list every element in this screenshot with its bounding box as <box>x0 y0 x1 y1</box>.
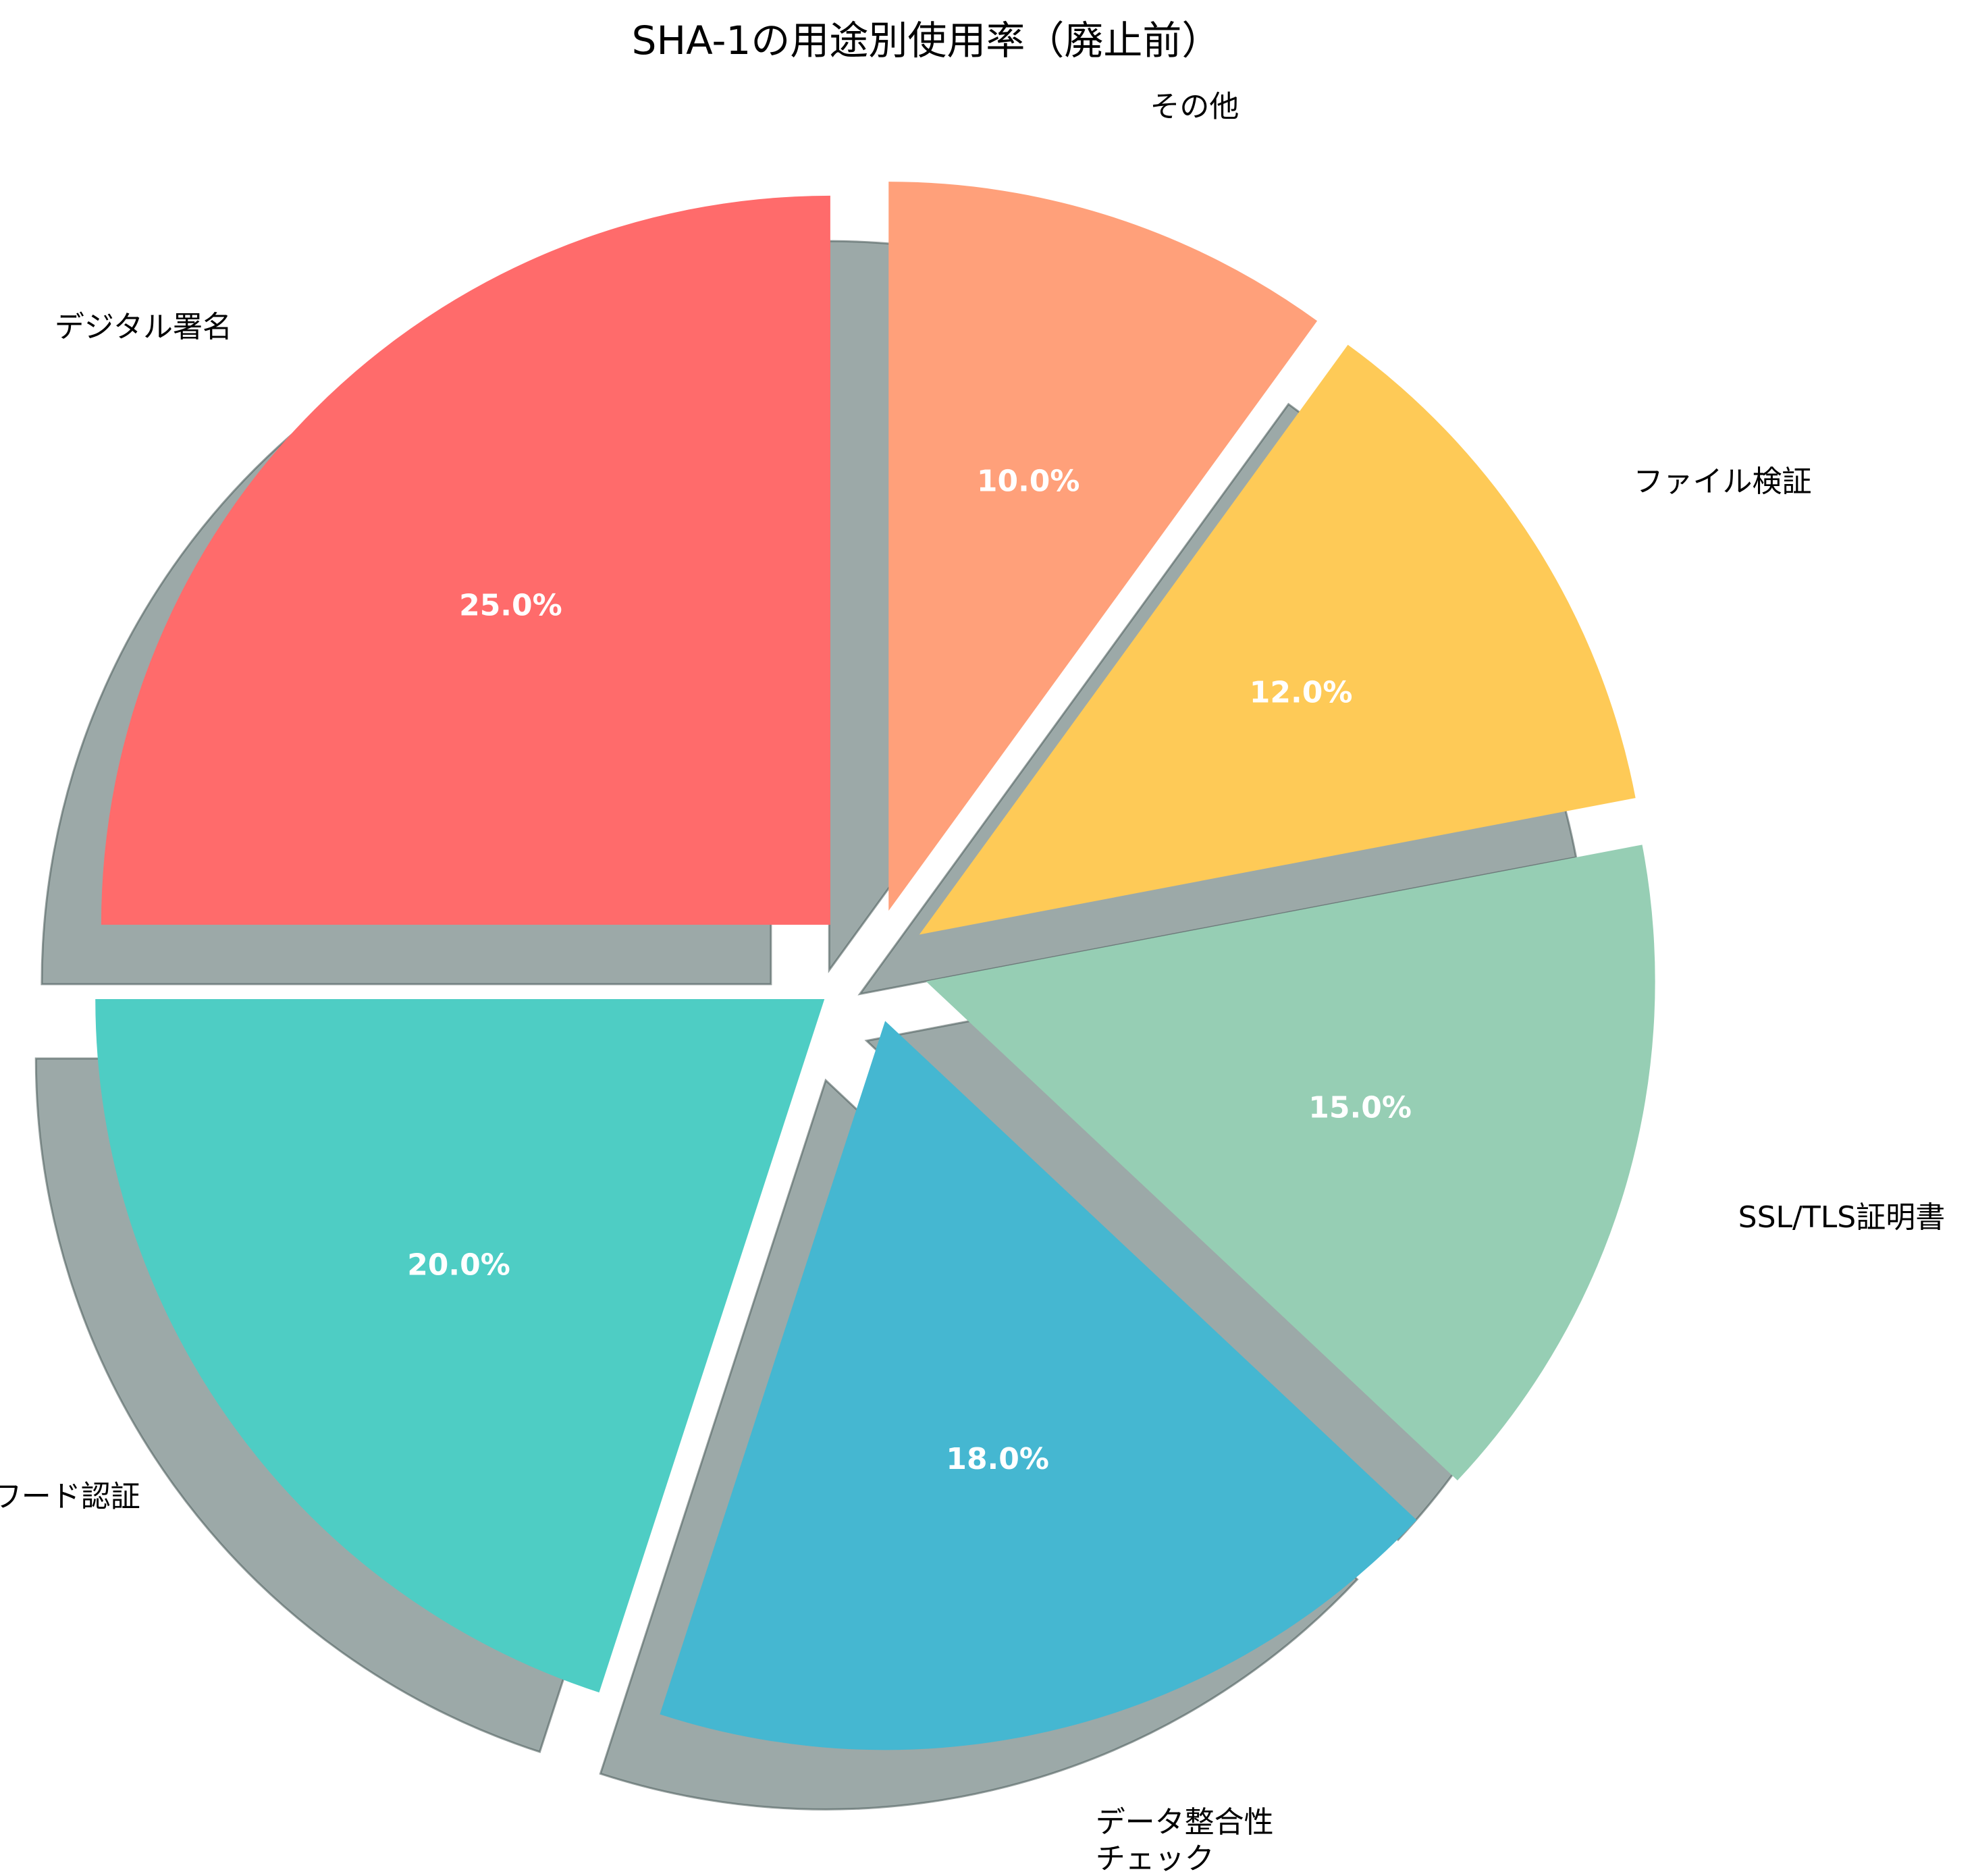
chart-title: SHA-1の用途別使用率（廃止前） <box>632 18 1221 63</box>
pie-slice <box>660 1021 1417 1750</box>
pie-slice <box>888 182 1318 911</box>
pie-slice <box>926 845 1655 1481</box>
percentage-label: 20.0% <box>407 1248 510 1283</box>
percentage-label: 10.0% <box>977 464 1080 498</box>
category-label: ファイル検証 <box>1634 464 1812 499</box>
category-labels: デジタル署名パスワード認証データ整合性チェック SSL/TLS証明書 ファイル検証 そ… <box>0 90 1945 1876</box>
percentage-labels: 25.0% 20.0% 18.0% 15.0% 12.0% 10.0% <box>407 464 1412 1476</box>
category-label: パスワード認証 <box>0 1479 140 1513</box>
pie-slice <box>95 998 825 1693</box>
category-label: その他 <box>1150 90 1239 124</box>
percentage-label: 18.0% <box>946 1442 1049 1476</box>
pie-slice <box>919 344 1636 935</box>
percentage-label: 15.0% <box>1308 1091 1412 1125</box>
category-label: デジタル署名 <box>55 310 232 344</box>
category-label: データ整合性チェック <box>1096 1805 1274 1876</box>
category-label: SSL/TLS証明書 <box>1738 1200 1946 1235</box>
percentage-label: 12.0% <box>1250 676 1353 710</box>
pie-slice <box>101 195 830 925</box>
percentage-label: 25.0% <box>459 588 562 622</box>
pie-slices <box>95 182 1655 1750</box>
